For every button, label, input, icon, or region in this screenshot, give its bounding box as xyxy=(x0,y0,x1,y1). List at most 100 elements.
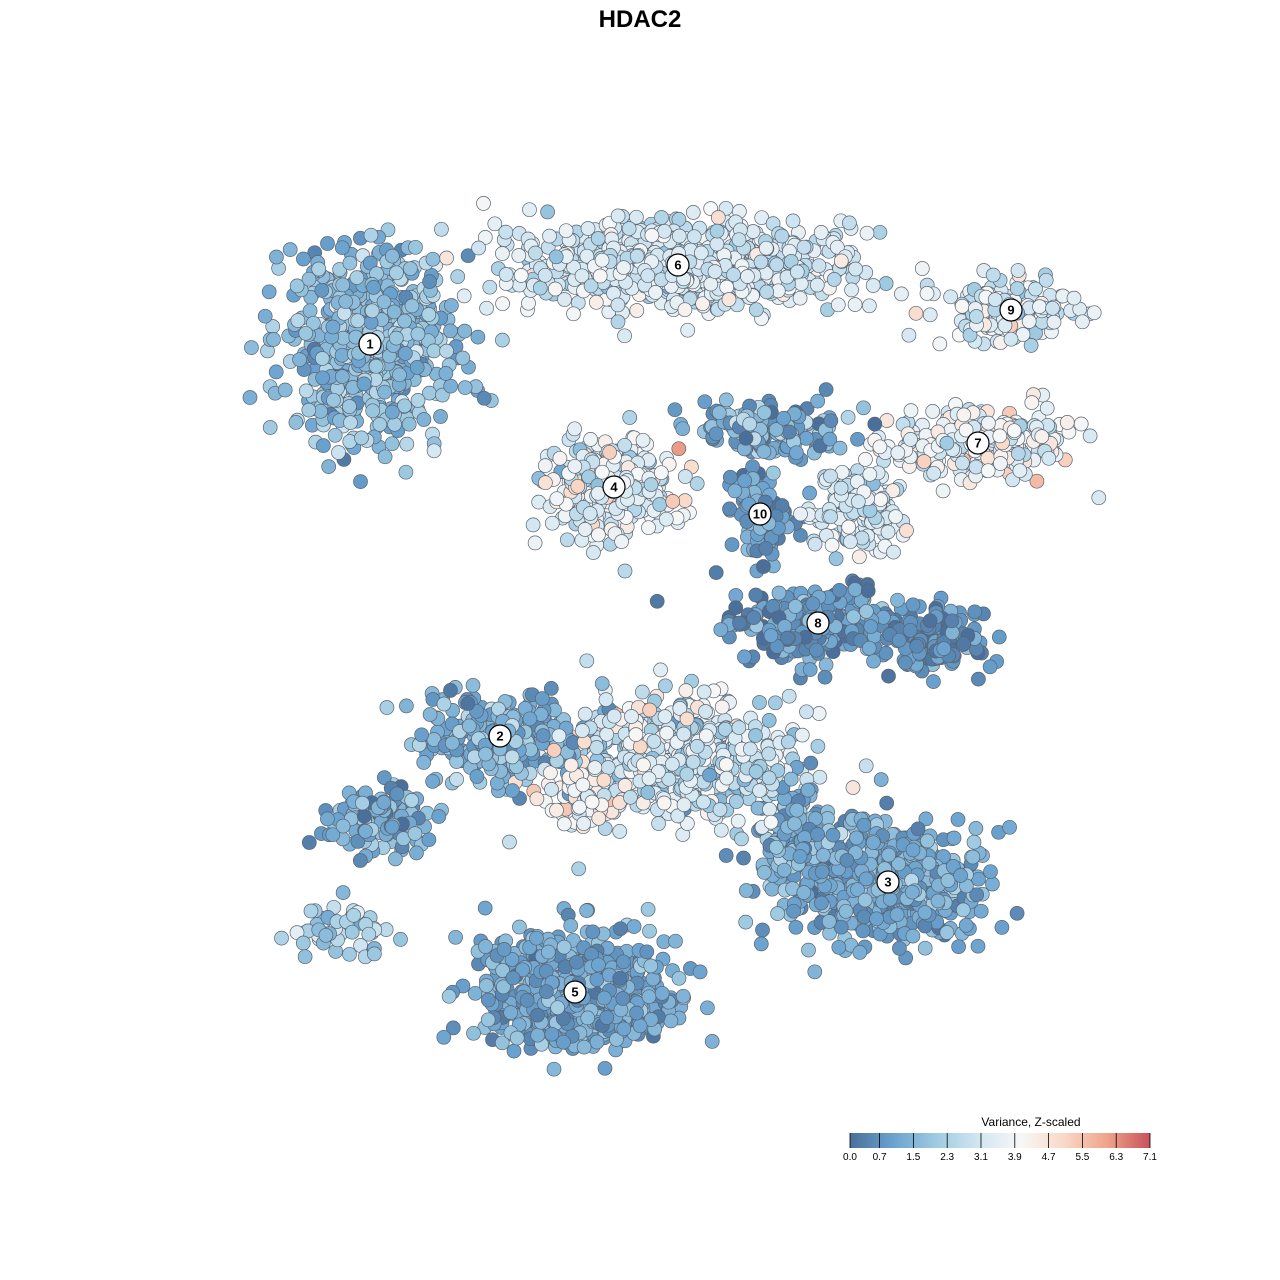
data-point xyxy=(692,964,708,980)
data-point xyxy=(512,919,527,935)
data-point xyxy=(511,248,527,263)
data-point xyxy=(985,876,1000,892)
data-point xyxy=(700,1000,715,1016)
data-point xyxy=(824,537,840,553)
data-point xyxy=(465,677,481,693)
data-point xyxy=(498,224,514,240)
data-point xyxy=(431,809,447,824)
data-point xyxy=(935,483,951,499)
data-point xyxy=(951,939,966,955)
data-point xyxy=(320,236,335,251)
data-point xyxy=(801,942,816,958)
data-point xyxy=(899,523,914,538)
data-point xyxy=(318,927,334,943)
data-point xyxy=(350,834,366,849)
data-point xyxy=(436,1029,452,1045)
data-point xyxy=(610,208,626,224)
data-point xyxy=(513,268,529,283)
data-point xyxy=(658,511,674,527)
data-point xyxy=(244,340,259,355)
data-point xyxy=(321,459,337,474)
data-point xyxy=(867,416,883,432)
data-point xyxy=(388,851,403,867)
data-point xyxy=(261,284,277,300)
data-point xyxy=(925,404,941,419)
data-point xyxy=(703,276,719,292)
data-point xyxy=(809,277,825,293)
data-point xyxy=(965,849,981,865)
data-point xyxy=(812,769,828,785)
data-point xyxy=(892,940,907,956)
data-point xyxy=(365,403,381,419)
data-point xyxy=(823,468,838,484)
data-point xyxy=(678,683,694,698)
data-point xyxy=(363,227,379,243)
data-point xyxy=(858,758,874,774)
data-point xyxy=(327,427,343,443)
data-point xyxy=(652,497,668,512)
data-point xyxy=(704,1034,720,1049)
data-point xyxy=(487,216,503,232)
data-point xyxy=(850,431,865,447)
data-points xyxy=(242,196,1107,1077)
data-point xyxy=(991,629,1007,645)
data-point xyxy=(1059,415,1075,430)
data-point xyxy=(677,469,693,484)
data-point xyxy=(810,393,826,409)
data-point xyxy=(443,378,459,394)
data-point xyxy=(1010,446,1026,461)
data-point xyxy=(719,279,735,295)
data-point xyxy=(748,587,764,603)
data-point xyxy=(761,713,777,728)
data-point xyxy=(583,432,598,447)
data-point xyxy=(686,229,702,245)
data-point xyxy=(677,493,693,508)
data-point xyxy=(495,296,510,312)
data-point xyxy=(859,225,875,241)
data-point xyxy=(457,323,473,339)
data-point xyxy=(398,464,414,480)
data-point xyxy=(416,412,432,427)
data-point xyxy=(408,239,423,255)
data-point xyxy=(612,824,628,839)
data-point xyxy=(950,812,966,827)
data-point xyxy=(302,303,318,319)
data-point xyxy=(794,727,810,743)
data-point xyxy=(756,559,771,574)
data-point xyxy=(325,827,341,843)
data-point xyxy=(502,834,517,850)
data-point xyxy=(724,537,740,552)
data-point xyxy=(946,830,962,846)
data-point xyxy=(642,702,658,718)
data-point xyxy=(544,515,560,531)
data-point xyxy=(823,413,839,429)
data-point xyxy=(872,439,888,455)
data-point xyxy=(847,297,863,312)
data-point xyxy=(1021,314,1037,329)
data-point xyxy=(793,506,808,522)
data-point xyxy=(282,242,298,257)
data-point xyxy=(762,801,777,817)
data-point xyxy=(852,549,867,565)
data-point xyxy=(802,485,817,501)
data-point xyxy=(826,272,842,287)
data-point xyxy=(579,903,594,918)
data-point xyxy=(460,248,476,264)
data-point xyxy=(334,240,350,256)
data-point xyxy=(811,258,827,274)
data-point xyxy=(736,850,751,866)
data-point xyxy=(421,832,437,848)
data-point xyxy=(807,964,823,980)
data-point xyxy=(257,308,273,324)
data-point xyxy=(1009,905,1025,921)
data-point xyxy=(482,279,498,295)
data-point xyxy=(967,604,983,620)
data-point xyxy=(471,240,486,256)
data-point xyxy=(671,970,687,986)
data-point xyxy=(335,818,351,834)
data-point xyxy=(885,483,901,499)
data-point xyxy=(393,932,408,947)
data-point xyxy=(905,597,921,613)
data-point xyxy=(455,350,471,366)
